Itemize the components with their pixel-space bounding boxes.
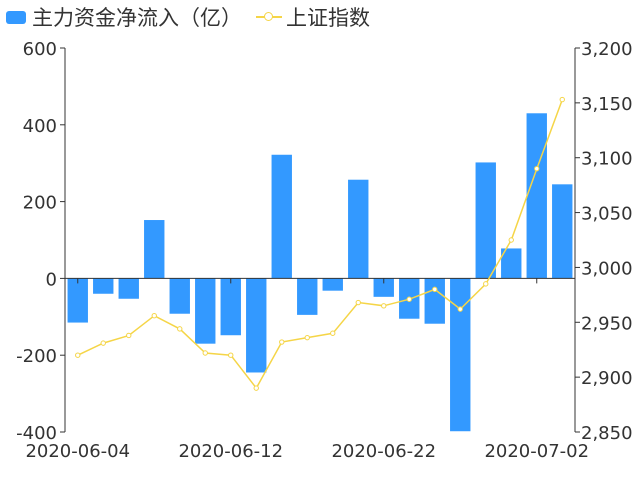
point-2020-07-01 <box>508 237 514 243</box>
legend-item-net-inflow[interactable]: 主力资金净流入（亿） <box>6 2 242 32</box>
x-tick-label: 2020-07-02 <box>484 441 589 462</box>
point-2020-06-19 <box>355 299 361 306</box>
point-2020-06-08 <box>126 332 132 339</box>
bar-2020-06-17 <box>297 278 318 315</box>
bar-2020-06-24 <box>424 278 445 324</box>
point-2020-07-02 <box>534 165 540 172</box>
bar-2020-06-10 <box>169 278 190 314</box>
point-2020-06-22 <box>381 303 387 309</box>
point-2020-06-17 <box>304 334 310 341</box>
point-2020-06-30 <box>483 281 489 287</box>
point-2020-06-16 <box>279 339 285 345</box>
point-2020-06-04 <box>75 352 81 358</box>
y-right-tick-label: 3,200 <box>581 39 633 60</box>
bar-2020-07-03 <box>552 184 573 279</box>
y-left-tick-label: -200 <box>16 346 57 367</box>
bar-2020-06-30 <box>475 162 496 279</box>
legend-item-shanghai-index[interactable]: 上证指数 <box>256 2 370 32</box>
bar-2020-06-22 <box>373 278 394 297</box>
y-right-tick-label: 3,100 <box>581 149 633 170</box>
y-left-tick-label: 600 <box>23 39 57 60</box>
bar-2020-06-12 <box>220 278 241 336</box>
bar-2020-06-19 <box>348 179 369 279</box>
x-tick-label: 2020-06-04 <box>25 441 130 462</box>
point-2020-06-24 <box>432 286 438 293</box>
y-right-tick-label: 3,150 <box>581 94 633 115</box>
bar-2020-06-04 <box>67 278 88 323</box>
bar-2020-06-05 <box>93 278 114 294</box>
y-right-tick-label: 2,950 <box>581 313 633 334</box>
legend-line-swatch <box>256 10 282 24</box>
y-right-tick-label: 2,850 <box>581 423 633 444</box>
point-2020-07-03 <box>559 96 565 103</box>
point-2020-06-23 <box>406 296 412 302</box>
point-2020-06-18 <box>330 330 336 336</box>
chart-legend: 主力资金净流入（亿） 上证指数 <box>6 4 384 30</box>
legend-bar-label: 主力资金净流入（亿） <box>32 6 242 30</box>
y-left-tick-label: 0 <box>46 269 57 290</box>
bar-2020-07-01 <box>501 248 522 279</box>
bar-2020-06-15 <box>246 278 267 373</box>
y-right-tick-label: 2,900 <box>581 368 633 389</box>
point-2020-06-12 <box>228 352 234 358</box>
bar-2020-06-16 <box>271 154 292 279</box>
y-left-tick-label: -400 <box>16 423 57 444</box>
y-right-tick-label: 3,000 <box>581 258 633 279</box>
y-right-tick-label: 3,050 <box>581 204 633 225</box>
point-2020-06-15 <box>253 385 259 391</box>
point-2020-06-05 <box>100 340 106 346</box>
line-shanghai-index <box>77 99 564 390</box>
legend-bar-swatch <box>6 10 26 24</box>
legend-line-label: 上证指数 <box>286 6 370 30</box>
point-2020-06-09 <box>151 313 157 319</box>
y-left-tick-label: 200 <box>23 193 57 214</box>
bar-2020-06-08 <box>118 278 139 299</box>
bar-2020-07-02 <box>526 113 547 279</box>
bar-2020-06-09 <box>144 220 165 279</box>
bar-2020-06-18 <box>322 278 343 291</box>
point-2020-06-29 <box>457 306 463 312</box>
bar-2020-06-11 <box>195 278 216 344</box>
y-left-tick-label: 400 <box>23 116 57 137</box>
x-tick-label: 2020-06-12 <box>178 441 283 462</box>
point-2020-06-11 <box>202 350 208 356</box>
bar-2020-06-29 <box>450 278 471 432</box>
x-tick-label: 2020-06-22 <box>331 441 436 462</box>
point-2020-06-10 <box>177 326 183 332</box>
